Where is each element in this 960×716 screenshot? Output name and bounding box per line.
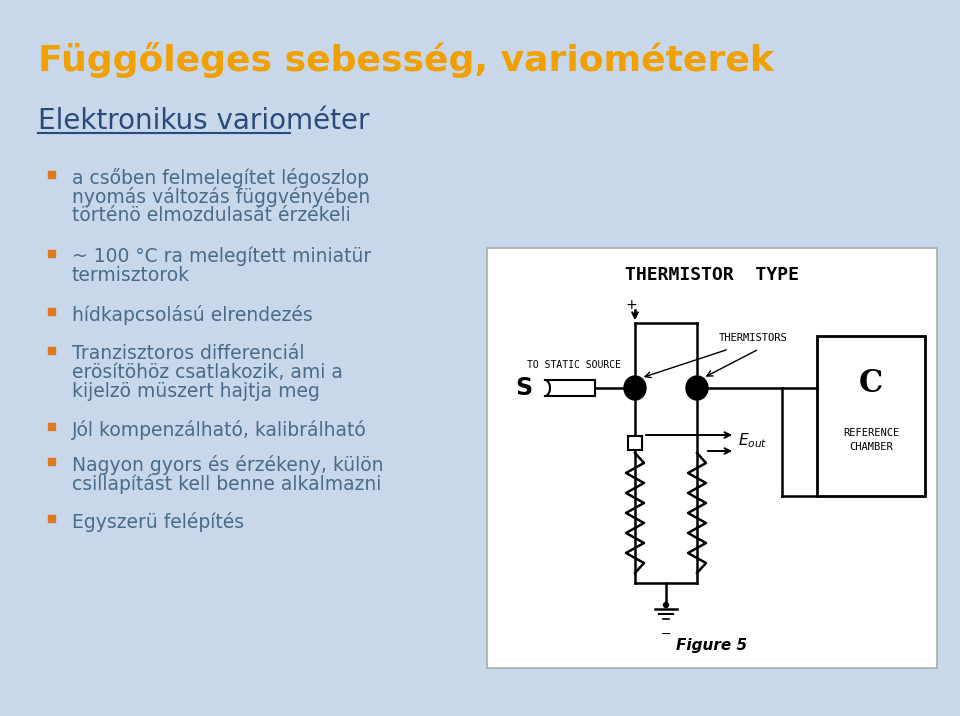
Text: csillapítást kell benne alkalmazni: csillapítást kell benne alkalmazni <box>72 474 381 494</box>
Text: THERMISTORS: THERMISTORS <box>719 333 788 343</box>
Bar <box>48 347 55 354</box>
Bar <box>48 171 55 178</box>
Text: a csőben felmelegítet légoszlop: a csőben felmelegítet légoszlop <box>72 168 369 188</box>
Text: erösítöhöz csatlakozik, ami a: erösítöhöz csatlakozik, ami a <box>72 363 343 382</box>
Text: Elektronikus variométer: Elektronikus variométer <box>38 107 370 135</box>
Text: nyomás változás függvényében: nyomás változás függvényében <box>72 187 371 207</box>
Text: TO STATIC SOURCE: TO STATIC SOURCE <box>527 360 621 370</box>
Text: Egyszerü felépítés: Egyszerü felépítés <box>72 512 244 532</box>
Text: ~ 100 °C ra melegített miniatür: ~ 100 °C ra melegített miniatür <box>72 247 372 266</box>
Bar <box>48 250 55 257</box>
Text: kijelzö müszert hajtja meg: kijelzö müszert hajtja meg <box>72 382 320 401</box>
Text: történö elmozdulasát érzékeli: történö elmozdulasát érzékeli <box>72 206 350 225</box>
Text: C: C <box>859 369 883 400</box>
Text: +: + <box>625 298 636 312</box>
Bar <box>48 458 55 465</box>
Ellipse shape <box>686 376 708 400</box>
Text: hídkapcsolású elrendezés: hídkapcsolású elrendezés <box>72 305 313 325</box>
Bar <box>48 308 55 315</box>
Text: termisztorok: termisztorok <box>72 266 190 285</box>
Bar <box>817 336 925 496</box>
Bar <box>487 248 937 668</box>
Bar <box>48 423 55 430</box>
Ellipse shape <box>624 376 646 400</box>
Text: THERMISTOR  TYPE: THERMISTOR TYPE <box>625 266 799 284</box>
Text: Figure 5: Figure 5 <box>677 638 748 653</box>
Text: REFERENCE
CHAMBER: REFERENCE CHAMBER <box>843 428 900 452</box>
Text: S: S <box>515 376 532 400</box>
Text: $E_{out}$: $E_{out}$ <box>738 432 767 450</box>
Text: Tranzisztoros differenciál: Tranzisztoros differenciál <box>72 344 304 363</box>
Text: Nagyon gyors és érzékeny, külön: Nagyon gyors és érzékeny, külön <box>72 455 383 475</box>
Text: Függőleges sebesség, variométerek: Függőleges sebesség, variométerek <box>38 42 774 78</box>
Text: Jól kompenzálható, kalibrálható: Jól kompenzálható, kalibrálható <box>72 420 367 440</box>
Bar <box>48 515 55 522</box>
Bar <box>628 436 642 450</box>
Text: −: − <box>660 628 671 641</box>
Ellipse shape <box>663 602 668 607</box>
